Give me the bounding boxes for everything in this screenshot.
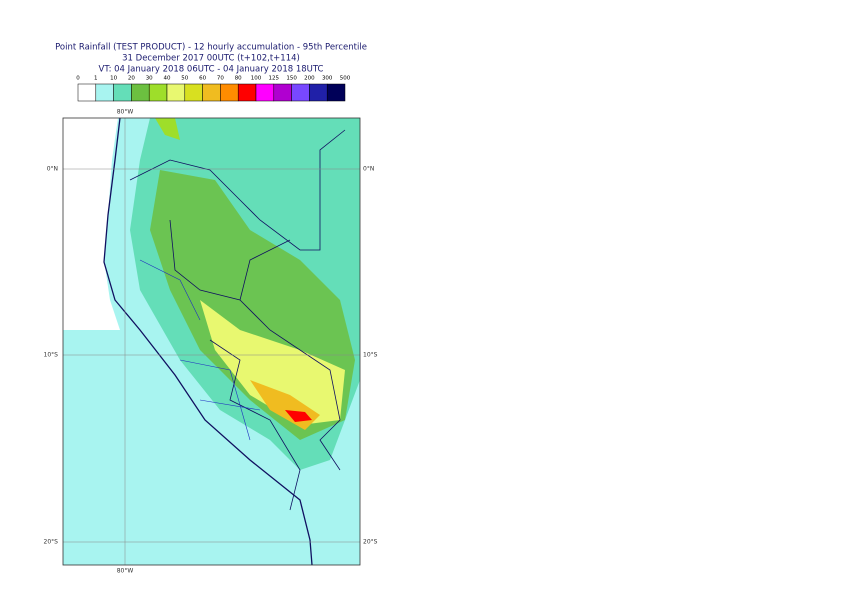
- legend-swatch: [255, 83, 275, 102]
- legend-label: 10: [110, 76, 117, 82]
- lat-label: 20°S: [44, 539, 59, 546]
- title: Point Rainfall (TEST PRODUCT) - 12 hourl…: [55, 43, 367, 53]
- regions: [139, 259, 261, 441]
- legend-label: 300: [322, 76, 333, 82]
- legend-swatch: [184, 83, 203, 102]
- legend-label: 70: [217, 76, 224, 82]
- legend-label: 80: [235, 76, 242, 82]
- legend-label: 1: [94, 76, 98, 82]
- rain-area: [155, 118, 180, 140]
- legend-swatch: [291, 83, 310, 102]
- legend-swatch: [220, 83, 239, 102]
- rain-area: [200, 300, 345, 425]
- legend-label: 30: [146, 76, 153, 82]
- legend-swatch: [166, 83, 186, 102]
- legend-label: 100: [251, 76, 262, 82]
- legend-label: 50: [181, 76, 188, 82]
- map: [62, 117, 361, 566]
- legend-swatch: [237, 83, 257, 102]
- legend-swatch: [113, 83, 132, 102]
- legend-swatch: [148, 83, 168, 102]
- legend-label: 40: [164, 76, 171, 82]
- run-time: 31 December 2017 00UTC (t+102,t+114): [122, 54, 300, 64]
- legend-label: 200: [304, 76, 315, 82]
- lat-label: 0°N: [47, 166, 58, 173]
- ocean-clear: [63, 118, 120, 330]
- lat-label: 0°N: [363, 166, 374, 173]
- legend-swatch: [326, 83, 346, 102]
- legend-swatch: [309, 83, 328, 102]
- legend-label: 0: [76, 76, 80, 82]
- valid-time: VT: 04 January 2018 06UTC - 04 January 2…: [99, 65, 324, 75]
- coastline: [103, 117, 313, 566]
- legend-swatch: [77, 83, 97, 102]
- rain-area: [285, 410, 312, 422]
- legend-swatch: [273, 83, 292, 102]
- legend-label: 20: [128, 76, 135, 82]
- lon-label: 80°W: [117, 109, 134, 116]
- legend-label: 150: [286, 76, 297, 82]
- borders: [129, 129, 346, 511]
- legend-label: 60: [199, 76, 206, 82]
- map-frame: [62, 117, 361, 566]
- legend-label: 125: [269, 76, 280, 82]
- legend-swatch: [95, 83, 114, 102]
- legend-swatch: [131, 83, 150, 102]
- lat-label: 20°S: [363, 539, 378, 546]
- lat-label: 10°S: [44, 352, 59, 359]
- legend-label: 500: [340, 76, 351, 82]
- lat-label: 10°S: [363, 352, 378, 359]
- lon-label: 80°W: [117, 568, 134, 575]
- legend-swatch: [202, 83, 221, 102]
